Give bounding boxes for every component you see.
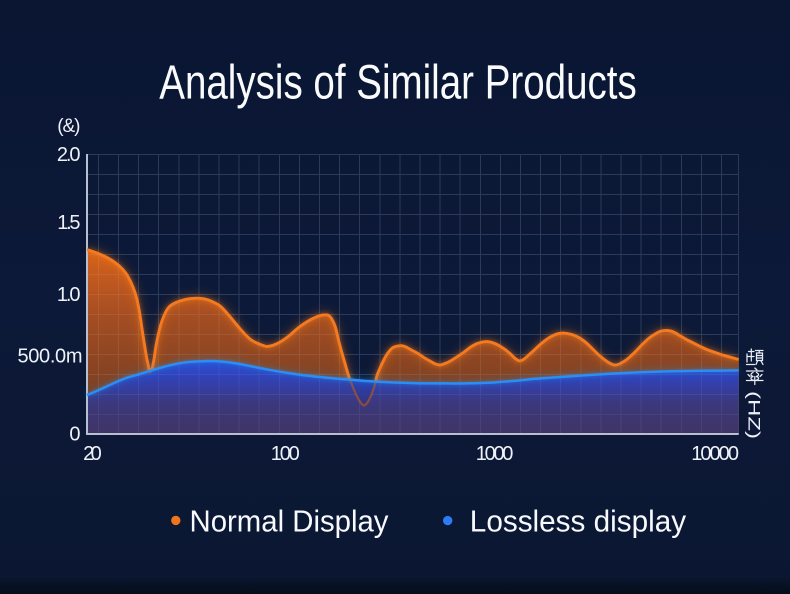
svg-text:1000: 1000 xyxy=(476,443,514,465)
svg-text:(HZ): (HZ) xyxy=(745,391,763,439)
svg-text:100: 100 xyxy=(271,443,300,465)
svg-text:20: 20 xyxy=(83,443,102,465)
svg-text:(&): (&) xyxy=(57,116,80,137)
svg-text:0: 0 xyxy=(69,424,80,446)
svg-text:2.0: 2.0 xyxy=(57,144,81,166)
svg-text:Normal Display: Normal Display xyxy=(190,503,389,538)
svg-text:500.0m: 500.0m xyxy=(18,346,83,368)
svg-text:10000: 10000 xyxy=(691,443,739,465)
svg-text:1.5: 1.5 xyxy=(57,212,80,234)
svg-text:1.0: 1.0 xyxy=(57,284,81,306)
svg-text:Lossless display: Lossless display xyxy=(470,503,687,538)
svg-text:Analysis of Similar Products: Analysis of Similar Products xyxy=(159,57,637,110)
